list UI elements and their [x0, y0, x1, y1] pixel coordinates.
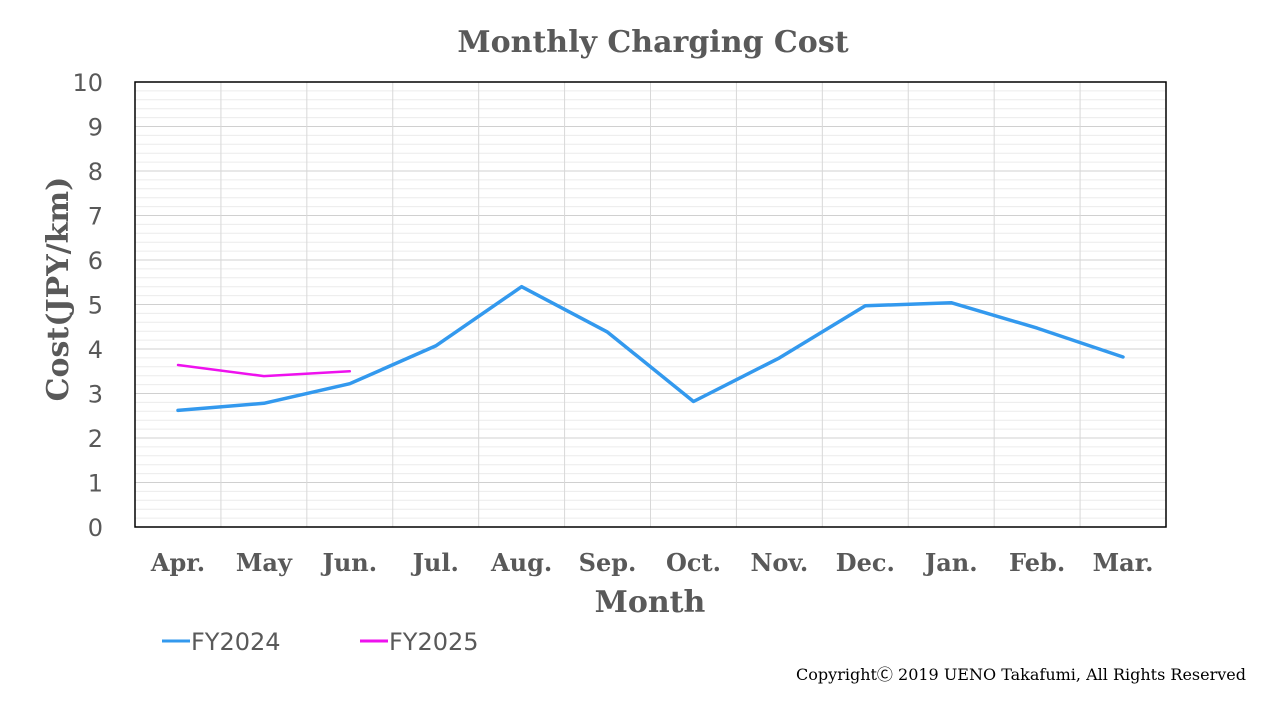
x-tick-label: Oct.	[666, 548, 721, 577]
y-tick-label: 1	[88, 470, 103, 498]
x-tick-label: Nov.	[750, 548, 808, 577]
grid	[135, 82, 1166, 527]
y-tick-label: 0	[88, 514, 103, 542]
y-tick-label: 4	[88, 336, 103, 364]
x-tick-label: Apr.	[150, 548, 205, 577]
y-tick-labels: 0 1 2 3 4 5 6 7 8 9 10	[72, 69, 103, 542]
copyright-notice: CopyrightⒸ 2019 UENO Takafumi, All Right…	[796, 665, 1246, 684]
legend: FY2024 FY2025	[162, 628, 479, 656]
y-tick-label: 3	[88, 381, 103, 409]
x-tick-label: May	[236, 548, 293, 577]
y-axis-label: Cost(JPY/km)	[41, 177, 76, 402]
plot-area	[134, 81, 1167, 528]
legend-label-fy2024: FY2024	[191, 628, 281, 656]
x-tick-label: Aug.	[490, 548, 552, 577]
x-tick-label: Jan.	[923, 548, 978, 577]
series-line-fy2025	[176, 363, 352, 378]
x-tick-label: Jul.	[411, 548, 459, 577]
y-tick-label: 2	[88, 425, 103, 453]
y-tick-label: 10	[72, 69, 103, 97]
x-tick-label: Jun.	[320, 548, 377, 577]
chart-title: Monthly Charging Cost	[457, 25, 848, 60]
y-tick-label: 8	[88, 158, 103, 186]
series-lines	[176, 284, 1125, 413]
x-axis-label: Month	[595, 585, 706, 620]
y-tick-label: 5	[88, 292, 103, 320]
y-tick-label: 9	[88, 114, 103, 142]
legend-label-fy2025: FY2025	[389, 628, 479, 656]
x-tick-labels: Apr. May Jun. Jul. Aug. Sep. Oct. Nov. Dec. Jan. F…	[150, 548, 1154, 577]
x-tick-label: Mar.	[1093, 548, 1154, 577]
y-tick-label: 6	[88, 247, 103, 275]
series-line-fy2024	[176, 284, 1125, 413]
y-tick-label: 7	[88, 203, 103, 231]
x-tick-label: Feb.	[1009, 548, 1065, 577]
x-tick-label: Sep.	[579, 548, 637, 577]
x-tick-label: Dec.	[836, 548, 895, 577]
